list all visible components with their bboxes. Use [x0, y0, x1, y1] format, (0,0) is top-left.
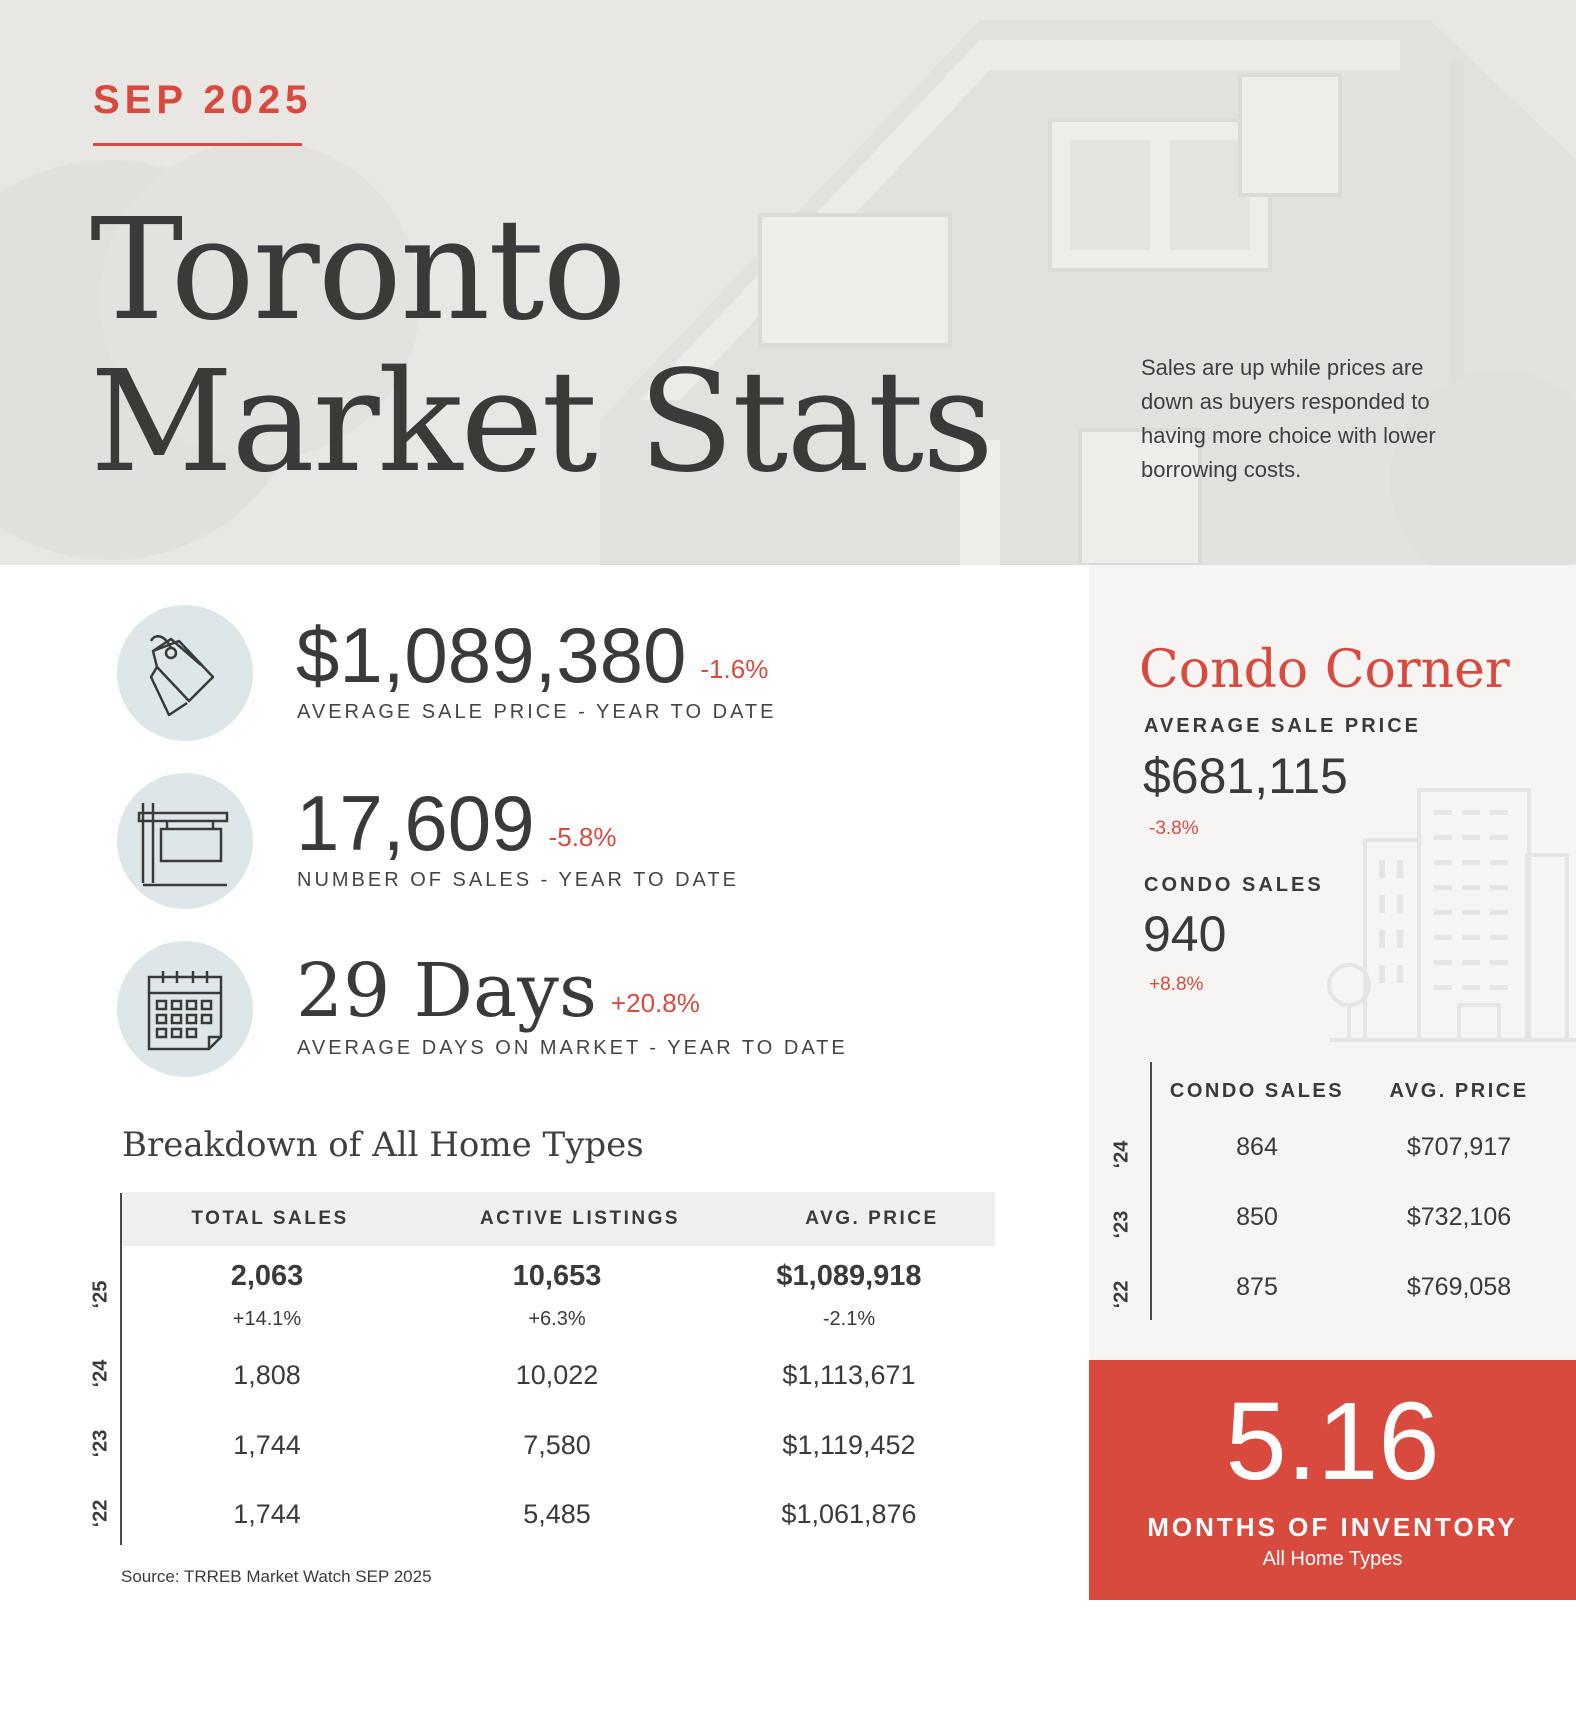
avg-price-cell: $1,089,918 — [776, 1260, 922, 1292]
calendar-icon — [117, 941, 253, 1077]
column-header-avg-price: AVG. PRICE — [805, 1208, 939, 1229]
condo-building-watermark — [1327, 788, 1576, 1042]
months-of-inventory-label: MONTHS OF INVENTORY — [1147, 1512, 1518, 1542]
price-tag-icon — [117, 605, 253, 741]
months-of-inventory-value: 5.16 — [1225, 1380, 1440, 1503]
source-note: Source: TRREB Market Watch SEP 2025 — [121, 1567, 432, 1586]
total-sales-cell: 1,744 — [233, 1499, 301, 1529]
active-listings-cell: 7,580 — [523, 1430, 591, 1460]
title-line-1: Toronto — [90, 189, 627, 352]
stat-change: -1.6% — [700, 654, 769, 684]
months-of-inventory-sublabel: All Home Types — [1262, 1548, 1403, 1570]
active-listings-cell: 10,022 — [515, 1360, 599, 1390]
condo-avg-price-value: $681,115 — [1143, 748, 1348, 804]
column-header-total-sales: TOTAL SALES — [191, 1208, 349, 1229]
year-label: ‘25 — [89, 1280, 112, 1309]
title-line-2: Market Stats — [90, 341, 994, 504]
stat-value: $1,089,380 -1.6% — [296, 610, 768, 714]
breakdown-year-divider — [120, 1193, 122, 1545]
avg-price-cell: $1,119,452 — [782, 1430, 916, 1460]
condo-sales-label: CONDO SALES — [1144, 874, 1324, 896]
condo-sales-cell: 864 — [1236, 1133, 1278, 1161]
stat-label: AVERAGE DAYS ON MARKET - YEAR TO DATE — [297, 1037, 848, 1059]
month-underline — [93, 143, 302, 146]
condo-column-header-avg-price: AVG. PRICE — [1389, 1080, 1529, 1102]
stat-days-on-market: 29 Days +20.8% AVERAGE DAYS ON MARKET - Y… — [117, 941, 1017, 1081]
stat-change: +20.8% — [610, 988, 700, 1018]
stat-value: 29 Days +20.8% — [296, 946, 700, 1048]
avg-price-change: -2.1% — [822, 1308, 876, 1330]
stat-value-text: $1,089,380 — [296, 611, 687, 699]
year-label: ‘22 — [89, 1499, 112, 1528]
condo-sales-cell: 850 — [1236, 1203, 1278, 1231]
total-sales-change: +14.1% — [232, 1308, 302, 1330]
house-background-image — [0, 0, 1576, 565]
months-of-inventory-box: 5.16 MONTHS OF INVENTORY All Home Types — [1089, 1360, 1576, 1600]
stat-number-of-sales: 17,609 -5.8% NUMBER OF SALES - YEAR TO DA… — [117, 773, 1017, 913]
year-label: ‘23 — [1110, 1210, 1133, 1239]
year-label: ‘24 — [1110, 1140, 1133, 1169]
sale-sign-icon — [117, 773, 253, 909]
year-label: ‘23 — [89, 1429, 112, 1458]
condo-year-divider — [1150, 1062, 1152, 1320]
page-title: Toronto Market Stats — [90, 189, 994, 504]
active-listings-change: +6.3% — [528, 1308, 586, 1330]
condo-avg-price-label: AVERAGE SALE PRICE — [1144, 715, 1421, 737]
year-label: ‘22 — [1110, 1280, 1133, 1309]
total-sales-cell: 1,808 — [233, 1360, 301, 1390]
breakdown-title: Breakdown of All Home Types — [122, 1125, 644, 1165]
breakdown-table-header: TOTAL SALES ACTIVE LISTINGS AVG. PRICE — [122, 1192, 995, 1246]
condo-avg-price-cell: $732,106 — [1406, 1203, 1512, 1231]
condo-column-header-sales: CONDO SALES — [1169, 1080, 1345, 1102]
year-label: ‘24 — [89, 1359, 112, 1388]
condo-corner-panel: Condo Corner AVERAGE SALE PRICE $681,115… — [1089, 565, 1576, 1360]
condo-sales-change: +8.8% — [1149, 974, 1204, 995]
report-month: SEP 2025 — [93, 78, 313, 122]
total-sales-cell: 1,744 — [233, 1430, 301, 1460]
active-listings-cell: 5,485 — [523, 1499, 591, 1529]
stat-label: NUMBER OF SALES - YEAR TO DATE — [297, 869, 739, 891]
condo-sales-value: 940 — [1143, 906, 1227, 962]
intro-text: Sales are up while prices are down as bu… — [1141, 355, 1436, 482]
stat-label: AVERAGE SALE PRICE - YEAR TO DATE — [297, 701, 777, 723]
condo-sales-cell: 875 — [1236, 1273, 1278, 1301]
stat-average-sale-price: $1,089,380 -1.6% AVERAGE SALE PRICE - YEA… — [117, 605, 1017, 745]
total-sales-cell: 2,063 — [230, 1260, 304, 1292]
hero-banner: SEP 2025 Toronto Market Stats Sales are … — [0, 0, 1576, 565]
stat-value: 17,609 -5.8% — [296, 778, 617, 882]
stat-value-text: 17,609 — [296, 779, 535, 867]
condo-corner-title: Condo Corner — [1139, 640, 1510, 700]
condo-avg-price-change: -3.8% — [1149, 818, 1199, 839]
column-header-active-listings: ACTIVE LISTINGS — [479, 1208, 681, 1229]
avg-price-cell: $1,113,671 — [782, 1360, 916, 1390]
condo-avg-price-cell: $769,058 — [1406, 1273, 1512, 1301]
condo-avg-price-cell: $707,917 — [1406, 1133, 1512, 1161]
stat-change: -5.8% — [548, 822, 617, 852]
active-listings-cell: 10,653 — [512, 1260, 602, 1292]
avg-price-cell: $1,061,876 — [781, 1499, 917, 1529]
stat-value-text: 29 Days — [296, 948, 597, 1034]
